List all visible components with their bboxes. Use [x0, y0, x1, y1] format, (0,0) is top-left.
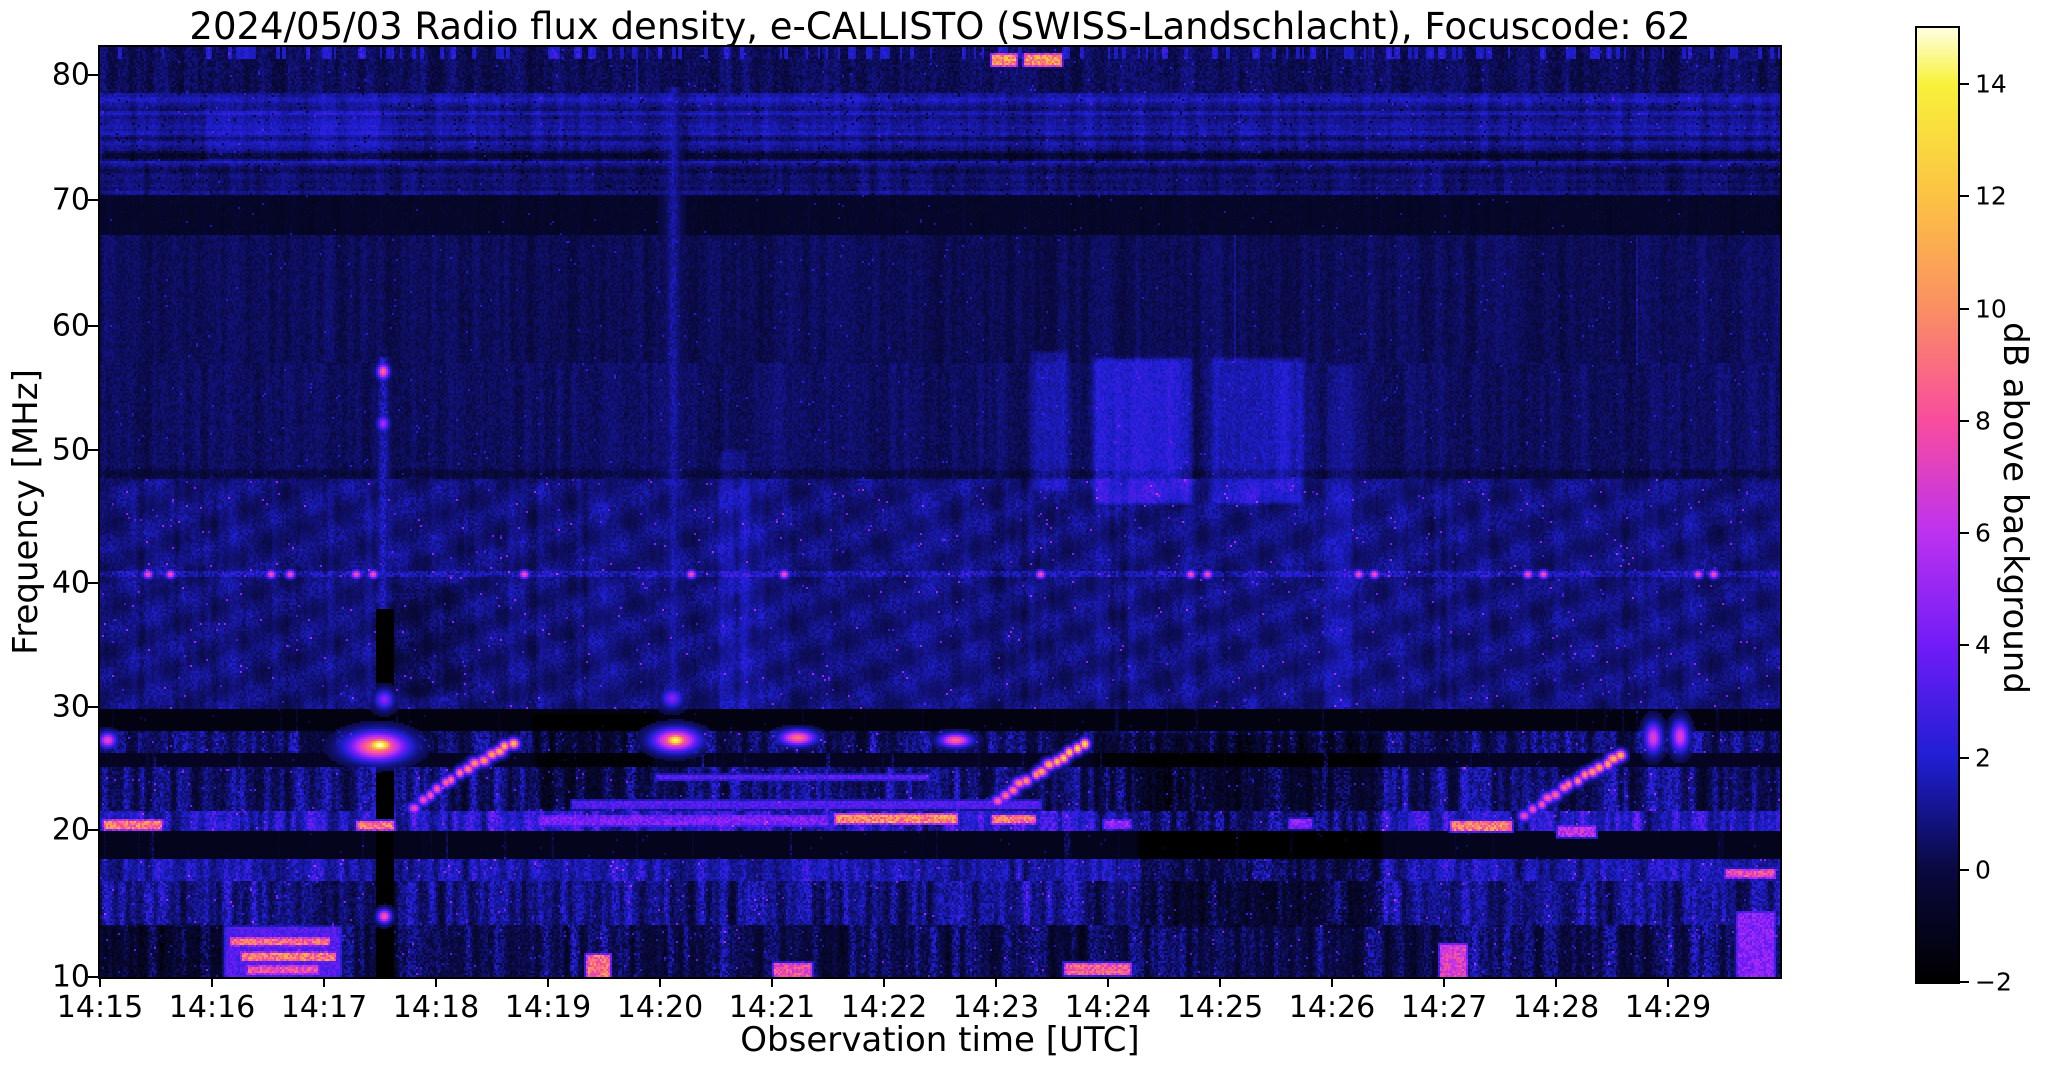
colorbar-tick-label: 6 [1975, 518, 1991, 548]
y-tick-label: 50 [51, 432, 90, 468]
colorbar-gradient [1917, 28, 1958, 982]
x-tick-label: 14:17 [280, 990, 368, 1025]
x-tick [1555, 977, 1557, 987]
x-tick [323, 977, 325, 987]
colorbar-tick-label: −2 [1975, 967, 2012, 997]
x-tick [995, 977, 997, 987]
x-tick [1443, 977, 1445, 987]
x-tick-label: 14:26 [1288, 990, 1376, 1025]
colorbar-tick-label: 4 [1975, 630, 1991, 660]
x-tick [659, 977, 661, 987]
page-title: 2024/05/03 Radio flux density, e-CALLIST… [189, 5, 1691, 48]
x-tick [1219, 977, 1221, 987]
x-tick [211, 977, 213, 987]
y-tick-label: 70 [51, 182, 90, 218]
x-tick-label: 14:28 [1512, 990, 1600, 1025]
colorbar-tick [1960, 83, 1969, 86]
x-tick-label: 14:20 [616, 990, 704, 1025]
x-tick [1107, 977, 1109, 987]
colorbar-tick [1960, 307, 1969, 310]
spectrogram-heatmap [100, 47, 1780, 977]
x-axis-title: Observation time [UTC] [740, 1020, 1140, 1060]
y-tick-label: 80 [51, 57, 90, 93]
colorbar-tick [1960, 419, 1969, 422]
y-tick [88, 976, 100, 978]
y-tick-label: 20 [51, 812, 90, 848]
x-tick-label: 14:22 [840, 990, 928, 1025]
colorbar-tick [1960, 981, 1969, 983]
x-tick [99, 977, 101, 987]
colorbar-tick [1960, 195, 1969, 198]
colorbar-tick-label: 2 [1975, 743, 1991, 773]
colorbar-title: dB above background [1995, 322, 2035, 694]
x-tick [1331, 977, 1333, 987]
colorbar-tick [1960, 868, 1969, 871]
colorbar-tick [1960, 756, 1969, 759]
colorbar-border [1915, 26, 1960, 984]
y-tick [88, 199, 100, 202]
y-tick [88, 581, 100, 584]
y-tick-label: 40 [51, 565, 90, 601]
x-tick-label: 14:19 [504, 990, 592, 1025]
x-tick [1667, 977, 1669, 987]
y-tick [88, 448, 100, 451]
x-tick-label: 14:15 [56, 990, 144, 1025]
colorbar-tick-label: 14 [1975, 69, 2007, 99]
x-tick [883, 977, 885, 987]
y-tick [88, 73, 100, 76]
y-axis-title: Frequency [MHz] [6, 369, 46, 655]
y-tick [88, 829, 100, 832]
y-tick-label: 30 [51, 689, 90, 725]
x-tick-label: 14:24 [1064, 990, 1152, 1025]
x-tick-label: 14:27 [1400, 990, 1488, 1025]
x-tick [771, 977, 773, 987]
colorbar-tick-label: 12 [1975, 181, 2007, 211]
y-tick [88, 706, 100, 709]
x-tick-label: 14:18 [392, 990, 480, 1025]
y-tick [88, 325, 100, 327]
plot-border [98, 45, 1782, 979]
colorbar-tick-label: 10 [1975, 294, 2007, 324]
x-tick-label: 14:21 [728, 990, 816, 1025]
y-tick-label: 60 [51, 308, 90, 344]
colorbar-tick [1960, 532, 1969, 535]
colorbar-tick-label: 8 [1975, 406, 1991, 436]
x-tick [547, 977, 549, 987]
colorbar-tick-label: 0 [1975, 855, 1991, 885]
x-tick-label: 14:29 [1624, 990, 1712, 1025]
y-tick-label: 10 [51, 959, 90, 995]
x-tick-label: 14:23 [952, 990, 1040, 1025]
x-tick-label: 14:25 [1176, 990, 1264, 1025]
x-tick [435, 977, 437, 987]
x-tick-label: 14:16 [168, 990, 256, 1025]
colorbar-tick [1960, 644, 1969, 647]
